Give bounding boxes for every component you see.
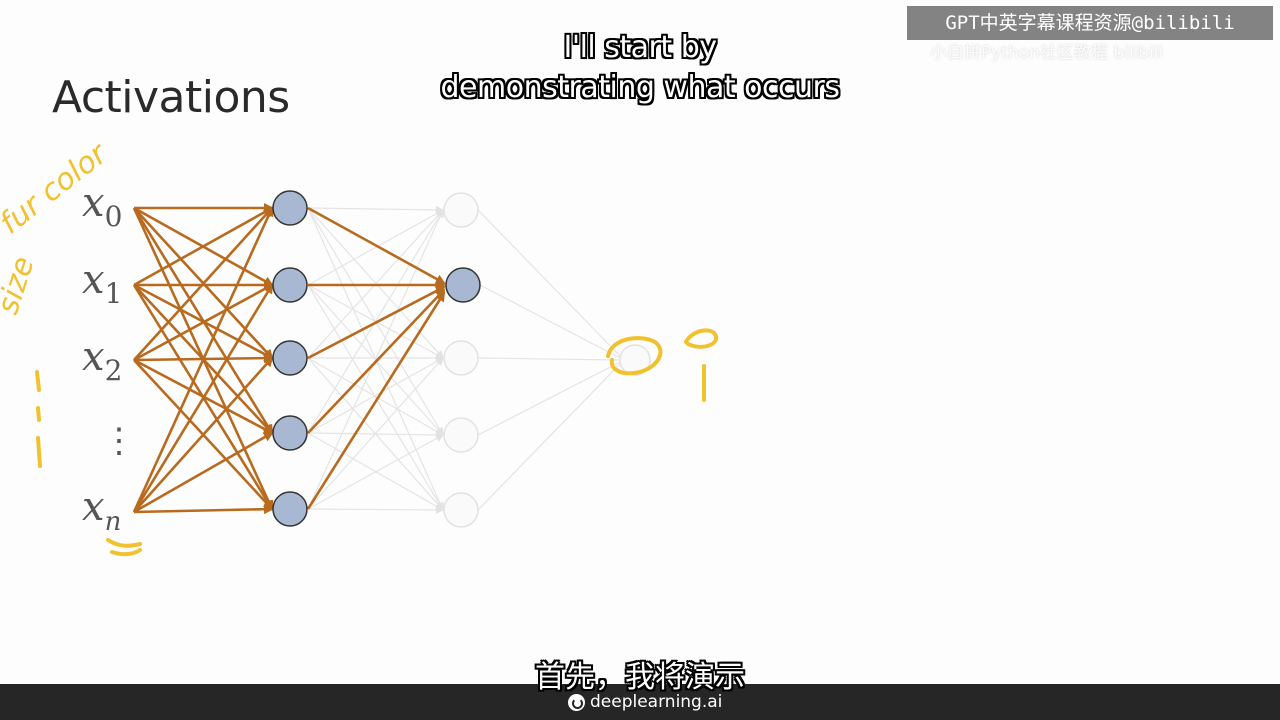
brand-logo: deeplearning.ai bbox=[568, 691, 722, 713]
hidden-node bbox=[272, 190, 308, 226]
dash-mark bbox=[35, 370, 41, 392]
input-x0: x0 bbox=[82, 180, 122, 233]
input-labels: x0 x1 x2 ⋮ xn bbox=[82, 180, 136, 537]
faded-edges-layer2-output bbox=[477, 209, 621, 511]
active-edges-layer1-layer2 bbox=[306, 206, 446, 510]
hidden-node bbox=[272, 491, 308, 527]
hidden-layer-1 bbox=[272, 190, 308, 527]
input-x1: x1 bbox=[82, 257, 122, 310]
deeplearning-logo-icon bbox=[568, 693, 585, 711]
zero-mark bbox=[684, 328, 719, 349]
hidden-node bbox=[272, 340, 308, 376]
caption-line-1: I'll start by bbox=[563, 30, 717, 65]
active-node bbox=[445, 267, 481, 303]
input-xn: xn bbox=[82, 484, 121, 537]
hidden-layer-2 bbox=[443, 192, 481, 528]
output-circle-mark bbox=[606, 336, 663, 376]
faded-node bbox=[443, 417, 479, 453]
output-node bbox=[619, 344, 651, 376]
hidden-node bbox=[272, 415, 308, 451]
input-ellipsis: ⋮ bbox=[102, 421, 136, 461]
underline-mark bbox=[106, 538, 142, 557]
watermark-subtitle: 小白拼Python社区教程 bilibili bbox=[930, 43, 1164, 63]
faded-node bbox=[443, 492, 479, 528]
input-x2: x2 bbox=[82, 334, 122, 387]
hidden-node bbox=[272, 267, 308, 303]
caption-line-2: demonstrating what occurs bbox=[440, 70, 840, 105]
faded-node bbox=[443, 192, 479, 228]
subtitle-caption-bottom: 首先，我将演示 bbox=[535, 660, 745, 695]
bilibili-watermark: GPT中英字幕课程资源@bilibili bbox=[907, 6, 1273, 40]
faded-edges-layer1-layer2 bbox=[307, 205, 444, 514]
neural-network-diagram: x0 x1 x2 ⋮ xn fur color size bbox=[0, 136, 719, 557]
brand-text: deeplearning.ai bbox=[590, 692, 723, 712]
faded-node bbox=[443, 340, 479, 376]
size-annotation: size bbox=[0, 252, 42, 318]
subtitle-caption-top: I'll start by demonstrating what occurs bbox=[340, 28, 940, 108]
slide-title: Activations bbox=[52, 72, 290, 123]
dash-mark bbox=[36, 406, 41, 422]
active-edges-input-layer1 bbox=[132, 203, 274, 515]
footer-bar bbox=[0, 684, 1280, 720]
dash-mark bbox=[36, 436, 42, 468]
